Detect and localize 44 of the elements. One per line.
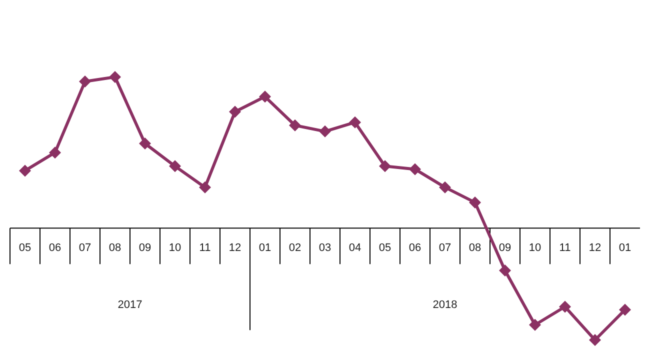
point (289, 119, 301, 132)
point (619, 304, 631, 316)
x-tick-label: 10 (528, 242, 542, 254)
point (79, 76, 91, 88)
point (499, 264, 511, 276)
x-tick-label: 06 (408, 242, 422, 254)
x-tick-label: 02 (288, 242, 302, 254)
annotation: 2017 (118, 299, 142, 312)
point (139, 138, 151, 150)
annotation: 2018 (432, 299, 458, 312)
x-tick-label: 10 (168, 242, 182, 254)
x-tick-label: 12 (588, 242, 602, 254)
x-tick-label: 11 (199, 242, 211, 254)
x-tick-label: 01 (258, 242, 272, 254)
point (19, 164, 31, 177)
point (109, 71, 121, 83)
point (259, 90, 271, 103)
point (229, 106, 241, 118)
x-tick-label: 05 (378, 242, 392, 254)
x-tick-label: 08 (108, 242, 122, 254)
point (319, 125, 331, 138)
x-tick-label: 04 (348, 242, 362, 254)
x-tick-label: 12 (228, 242, 242, 254)
point (409, 163, 421, 176)
x-tick-label: 01 (618, 242, 632, 254)
point (469, 196, 481, 208)
x-tick-label: 05 (18, 242, 32, 254)
point (529, 318, 541, 331)
point (589, 334, 601, 346)
point (379, 160, 391, 172)
x-tick-label: 09 (498, 242, 512, 254)
point (49, 146, 61, 159)
x-tick-label: 06 (48, 242, 62, 254)
x-tick-label: 11 (559, 242, 571, 254)
point (349, 116, 361, 128)
point (439, 181, 451, 194)
point (199, 181, 211, 194)
x-tick-label: 08 (468, 242, 482, 254)
x-tick-label: 03 (318, 242, 332, 254)
point (169, 160, 181, 172)
point (559, 300, 571, 313)
x-tick-label: 07 (438, 242, 452, 254)
x-tick-label: 07 (78, 242, 92, 254)
x-tick-label: 09 (138, 242, 152, 254)
